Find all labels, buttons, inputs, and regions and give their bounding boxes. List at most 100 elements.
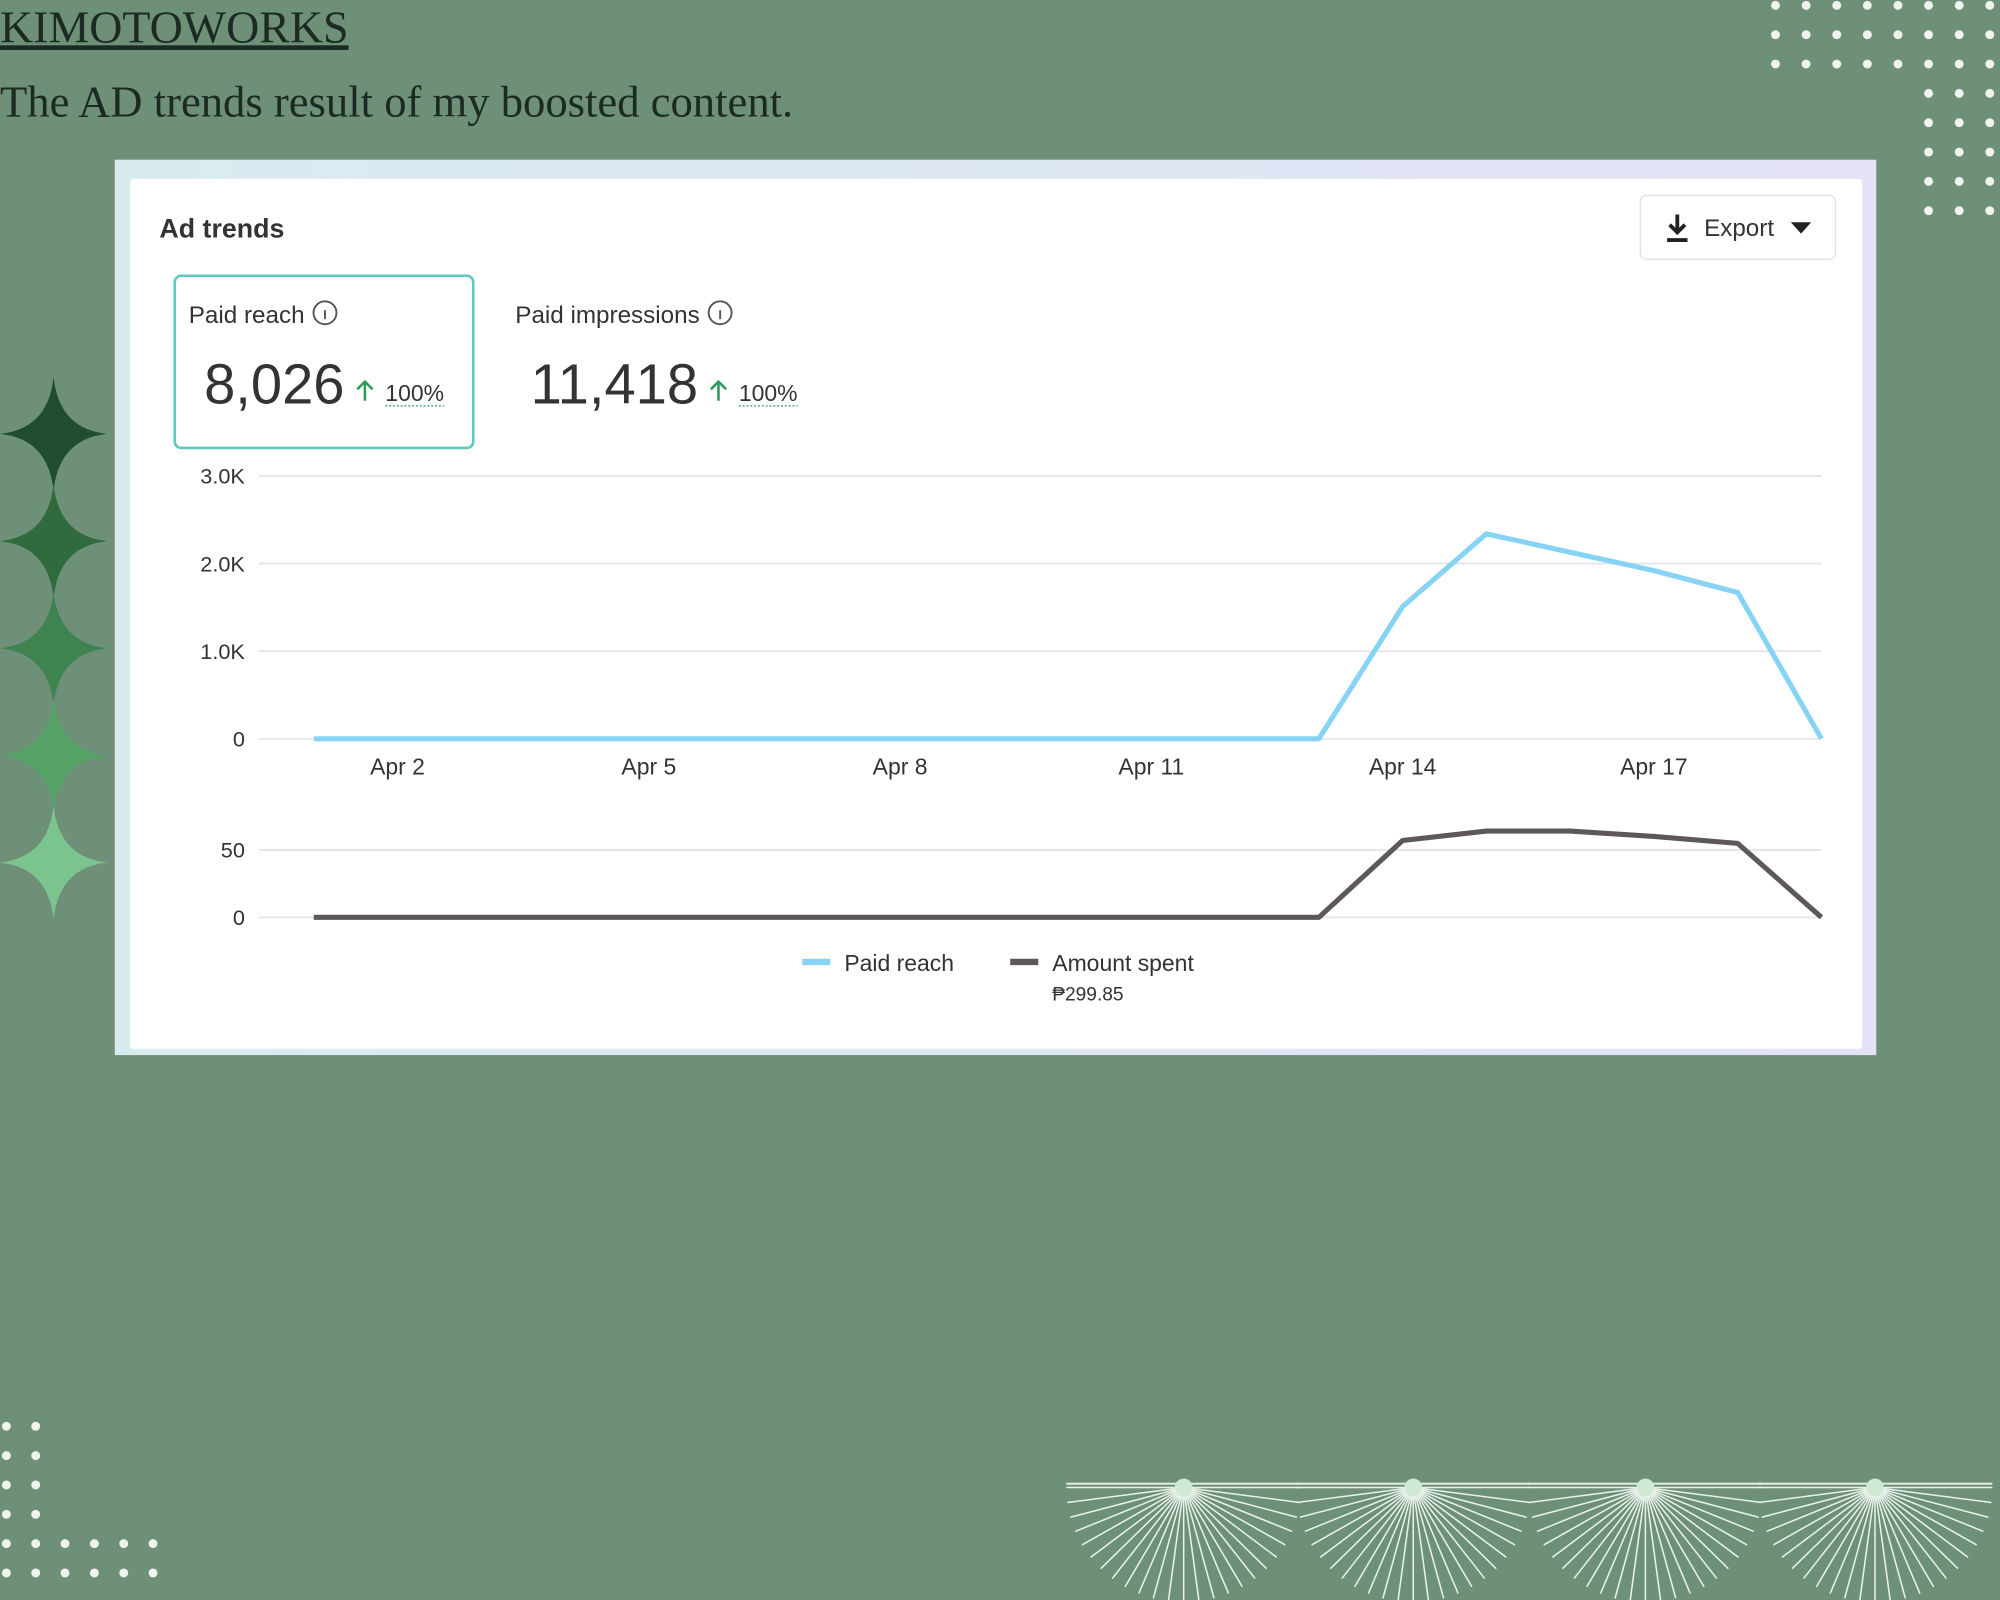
subtitle: The AD trends result of my boosted conte… [0,76,793,126]
x-tick-label: Apr 2 [370,753,425,779]
sunburst-ray [1090,1486,1185,1558]
export-button[interactable]: Export [1639,194,1837,260]
dot [1954,59,1964,69]
dot [1,1421,11,1431]
x-tick-label: Apr 17 [1620,753,1688,779]
y-tick-label: 50 [221,838,245,863]
dot [1832,30,1842,40]
sunburst-ray [1319,1486,1414,1558]
sunburst-ray [1645,1486,1755,1533]
metric-selected[interactable] [173,274,475,450]
x-tick-label: Apr 8 [873,753,928,779]
sunburst-ray [1874,1486,1978,1546]
x-tick-label: Apr 14 [1369,753,1437,779]
metric-change: 100% [739,380,798,406]
sunburst-ray [1183,1486,1301,1504]
dot [1985,0,1995,10]
download-icon [1667,214,1688,242]
dot [1954,176,1964,186]
dot [60,1568,70,1578]
sunburst-ray [1167,1487,1185,1600]
sunburst-ray [1341,1487,1414,1580]
dot [31,1568,41,1578]
metric-change: 100% [385,380,444,406]
dot [1862,0,1872,10]
sunburst-ray [1304,1486,1414,1533]
legend-label: Amount spent [1052,950,1194,976]
dot [89,1568,99,1578]
dot [31,1539,41,1549]
charts: 0 1.0K 2.0K 3.0K Apr 2 Apr 5 Apr 8 Apr 11 Apr 14… [200,464,1824,930]
sunburst-ray [1100,1486,1185,1570]
sunburst-ray [1183,1486,1293,1533]
dot [1893,30,1903,40]
sunburst-ray [1412,1486,1516,1546]
sunburst-ray [1874,1486,1984,1533]
dot [1954,118,1964,128]
x-tick-label: Apr 5 [621,753,676,779]
sunburst-ray [1412,1486,1507,1558]
sunburst-ray [1573,1487,1647,1580]
sunburst-ray [1413,1486,1530,1504]
sunburst-ray [1644,1486,1739,1558]
sunburst-ray [1645,1486,1748,1546]
sunburst-ray [1761,1486,1876,1518]
dot [148,1568,158,1578]
sunburst-ray [1586,1487,1647,1588]
sunburst-ray [1412,1487,1459,1594]
sunburst-ray [1182,1487,1215,1599]
dot [148,1539,158,1549]
caret-icon [1790,222,1812,234]
metric-value: 8,026 [204,352,344,415]
star [0,376,108,492]
dot [1801,59,1811,69]
sunburst-ray [1791,1486,1876,1570]
sunburst-ray [1138,1487,1185,1594]
dot [31,1421,41,1431]
sunburst-ray [1413,1486,1527,1518]
sunburst-ray [1874,1486,1969,1558]
dot [119,1568,129,1578]
dot [31,1451,41,1461]
sunburst-center [1404,1478,1423,1497]
sunburst-ray [1536,1486,1646,1533]
sunburst-ray [1531,1486,1646,1518]
sunburst-ray [1183,1486,1268,1570]
dot [1985,176,1995,186]
sunburst-ray [1397,1487,1415,1600]
dot [31,1509,41,1519]
dot [1771,0,1780,10]
sunburst-ray [1111,1487,1185,1580]
dot [1954,88,1964,98]
dot [1924,88,1934,98]
sunburst-ray [1644,1487,1705,1588]
star [0,805,108,920]
dot [1801,30,1811,40]
sunburst-ray [1859,1487,1876,1600]
sunburst-ray [1561,1486,1646,1570]
dot [1862,59,1872,69]
sunburst-ray [1829,1487,1876,1594]
sunburst-ray [1874,1486,1959,1570]
sunburst-ray [1645,1486,1759,1518]
sunburst-ray [1299,1486,1414,1518]
sunburst-ray [1412,1486,1522,1533]
export-label[interactable]: Export [1704,215,1774,242]
sunburst-ray [1182,1487,1230,1594]
star [0,590,108,706]
dot [1924,0,1934,10]
sunburst-ray [1781,1486,1876,1558]
y-tick-label: 2.0K [200,551,245,576]
sunburst-ray [1644,1487,1677,1599]
data-line [313,828,1824,920]
dot [1985,206,1995,216]
dot [1832,0,1842,10]
metric-label: Paid reach [189,302,305,329]
dot [1771,30,1780,40]
dot [89,1539,99,1549]
data-line [313,531,1824,742]
export-button-box[interactable] [1639,194,1837,260]
sunburst-center [1636,1478,1655,1497]
sunburst-ray [1353,1487,1414,1588]
